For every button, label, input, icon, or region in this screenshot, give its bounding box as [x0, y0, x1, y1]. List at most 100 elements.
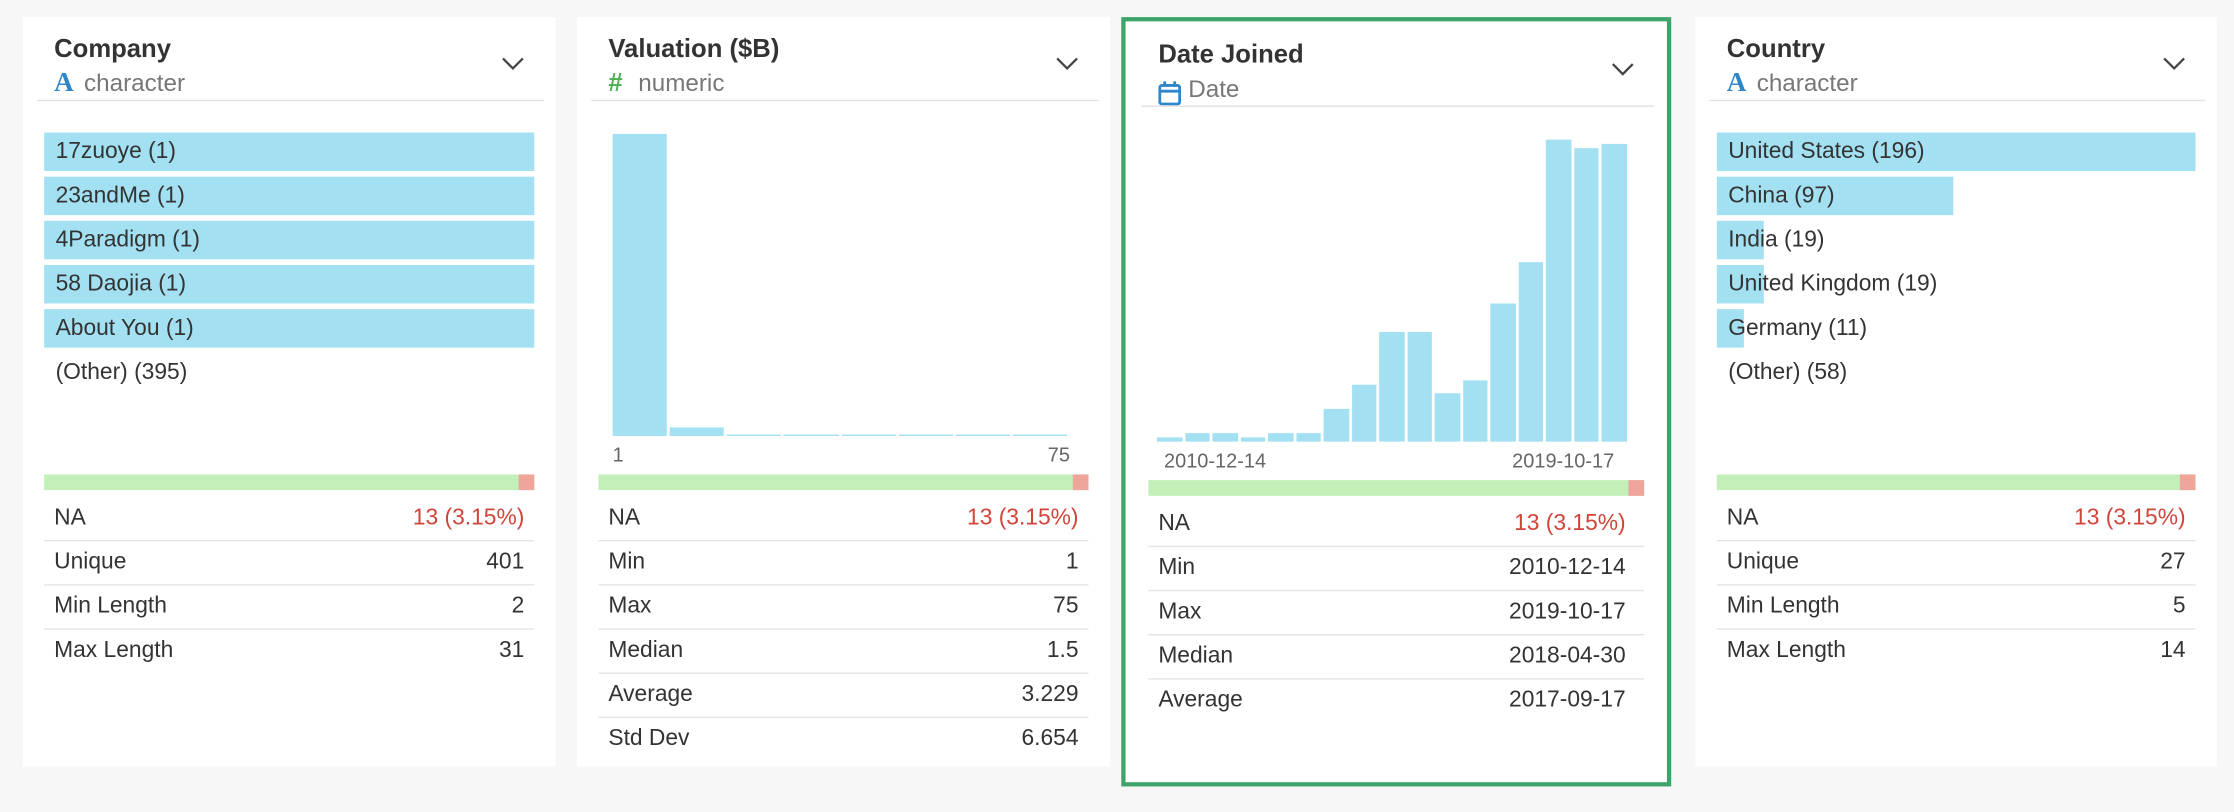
- stat-value: 27: [2160, 549, 2186, 575]
- type-icon: A: [1726, 68, 1747, 99]
- histogram-bar: [1323, 409, 1349, 442]
- level-label: India (19): [1728, 227, 1825, 253]
- stat-value: 2: [511, 594, 525, 619]
- stat-label: NA: [1158, 511, 1190, 536]
- stat-label: Min: [1158, 555, 1196, 580]
- level-label: United Kingdom (19): [1728, 272, 1938, 297]
- dropdown-chevron[interactable]: [2163, 53, 2186, 70]
- histogram-bar: [784, 435, 839, 436]
- dropdown-chevron[interactable]: [1056, 53, 1079, 70]
- column-card[interactable]: Valuation ($B) # numeric 1 75 NA 13 (3.15%) Min…: [577, 17, 1110, 767]
- level-label: United States (196): [1728, 139, 1925, 164]
- histogram-bar: [1156, 437, 1182, 442]
- stat-value: 2019-10-17: [1509, 599, 1626, 625]
- level-bar: [1716, 132, 2196, 171]
- other-label: (Other) (58): [1728, 360, 1848, 385]
- stat-separator: [598, 584, 1089, 586]
- column-title: Valuation ($B): [608, 34, 780, 63]
- stat-label: Min Length: [54, 594, 167, 619]
- header-separator: [1141, 105, 1655, 107]
- stat-value: 401: [486, 549, 525, 575]
- stat-separator: [1716, 628, 2196, 630]
- histogram-bar: [1435, 392, 1461, 442]
- stat-value: 1.5: [1046, 638, 1079, 663]
- histogram-bar: [1518, 262, 1544, 442]
- stat-label: Min: [608, 549, 646, 575]
- stat-label: Median: [608, 638, 684, 663]
- level-bar: [44, 265, 535, 304]
- column-type: numeric: [638, 69, 725, 97]
- stat-separator: [598, 539, 1089, 542]
- stat-value: 14: [2160, 638, 2186, 663]
- chevron-svg: [1611, 63, 1634, 76]
- stat-separator: [1716, 584, 2196, 586]
- valid-bar: [1716, 474, 2196, 491]
- valid-bar: [1148, 480, 1645, 496]
- calendar-svg: [1158, 81, 1182, 106]
- stat-separator: [1148, 634, 1645, 636]
- histogram-bar: [726, 434, 782, 436]
- stat-separator: [598, 716, 1089, 719]
- other-label: (Other) (395): [55, 360, 188, 385]
- histogram-bar: [1212, 433, 1238, 442]
- column-type: character: [1756, 69, 1858, 97]
- histogram-bar: [1379, 331, 1405, 442]
- header-separator: [591, 99, 1099, 102]
- na-bar: [1073, 474, 1089, 491]
- histogram-bar: [1407, 331, 1433, 442]
- histogram-bar: [1351, 384, 1377, 442]
- column-title: Date Joined: [1158, 39, 1304, 69]
- histogram-bar: [1462, 380, 1488, 442]
- level-bar: [1716, 309, 1744, 348]
- stat-label: Unique: [54, 549, 127, 575]
- histogram-bar: [1602, 143, 1628, 442]
- stat-value: 5: [2172, 594, 2186, 619]
- histogram-bar: [1574, 147, 1600, 442]
- column-card[interactable]: Date Joined Date 2010-12-14 2019-10-17 NA 13 …: [1121, 17, 1672, 787]
- stat-label: Average: [608, 682, 693, 707]
- stat-separator: [1716, 539, 2196, 542]
- na-bar: [2180, 474, 2196, 491]
- level-label: 17zuoye (1): [55, 139, 176, 164]
- level-bar: [1716, 176, 1954, 216]
- level-bar: [44, 309, 535, 348]
- histogram-bar: [1296, 433, 1321, 442]
- histogram-bar: [1184, 433, 1210, 442]
- stat-value: 13 (3.15%): [412, 505, 525, 531]
- dropdown-chevron[interactable]: [1611, 58, 1634, 76]
- histogram-bar: [841, 435, 896, 436]
- stat-label: Median: [1158, 643, 1234, 669]
- stat-value: 31: [498, 638, 525, 663]
- histogram-bar: [612, 133, 667, 436]
- dropdown-chevron[interactable]: [502, 53, 525, 70]
- chevron-svg: [1056, 57, 1078, 70]
- stat-separator: [598, 628, 1089, 630]
- histogram-bar: [1546, 139, 1572, 442]
- header-separator: [37, 99, 545, 102]
- chevron-svg: [502, 57, 524, 70]
- stat-label: NA: [54, 505, 86, 531]
- histogram-bar: [1268, 433, 1294, 442]
- stat-label: Max: [608, 594, 652, 619]
- column-type: Date: [1188, 75, 1240, 103]
- stat-label: NA: [1726, 505, 1759, 531]
- histogram-bar: [669, 428, 725, 436]
- axis-label-max: 75: [1047, 443, 1070, 466]
- valid-bar: [598, 474, 1089, 491]
- histogram-bar: [1490, 302, 1516, 442]
- level-bar: [44, 132, 535, 171]
- na-bar: [1628, 480, 1645, 496]
- stat-value: 13 (3.15%): [2074, 505, 2186, 531]
- stat-value: 1: [1065, 549, 1079, 575]
- level-label: 4Paradigm (1): [55, 227, 200, 253]
- level-label: China (97): [1728, 183, 1835, 209]
- column-title: Country: [1726, 34, 1826, 63]
- column-title: Company: [54, 34, 171, 63]
- stat-separator: [44, 584, 535, 586]
- type-icon: A: [54, 68, 74, 99]
